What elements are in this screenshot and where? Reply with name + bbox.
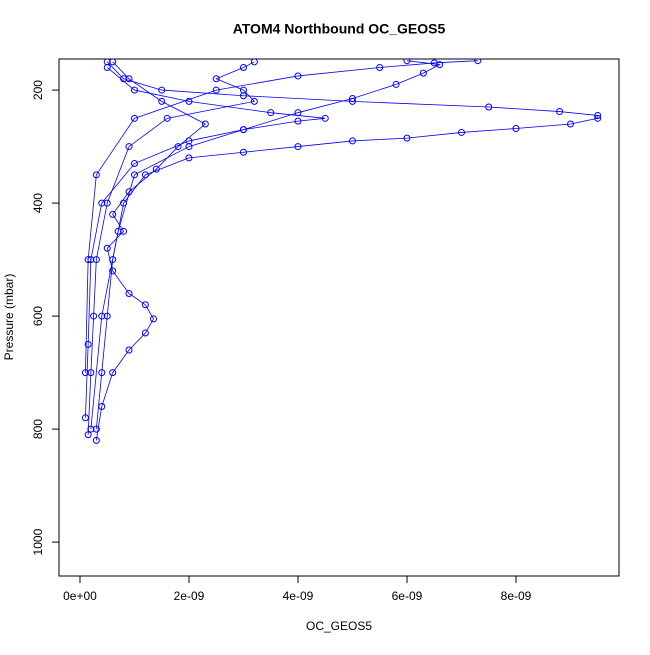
data-point <box>150 315 158 323</box>
data-point <box>81 369 89 377</box>
data-point <box>512 124 520 132</box>
data-point <box>98 312 106 320</box>
data-point <box>103 312 111 320</box>
data-point <box>158 86 166 94</box>
data-point <box>185 97 193 105</box>
y-tick-label: 200 <box>31 80 45 100</box>
data-point <box>130 160 138 168</box>
data-point <box>267 109 275 117</box>
data-point <box>566 120 574 128</box>
data-point <box>163 114 171 122</box>
data-point <box>130 114 138 122</box>
series-line <box>95 61 207 441</box>
data-point <box>250 59 258 66</box>
data-point <box>92 256 100 264</box>
data-point <box>84 256 92 264</box>
data-point <box>109 267 117 275</box>
data-point <box>125 346 133 354</box>
data-point <box>109 210 117 218</box>
data-point <box>141 329 149 337</box>
series-line <box>95 61 599 430</box>
data-point <box>103 199 111 207</box>
data-point <box>90 312 98 320</box>
data-point <box>120 227 128 235</box>
data-point <box>392 80 400 88</box>
data-point <box>250 97 258 105</box>
data-point <box>294 117 302 125</box>
data-point <box>239 86 247 94</box>
x-tick-label: 8e-09 <box>501 589 532 603</box>
data-point <box>239 126 247 134</box>
data-point <box>103 244 111 252</box>
data-point <box>92 171 100 179</box>
data-point <box>114 227 122 235</box>
data-point <box>212 86 220 94</box>
data-point <box>125 289 133 297</box>
data-point <box>474 59 482 65</box>
data-point <box>130 86 138 94</box>
data-point <box>321 114 329 122</box>
data-point <box>594 114 602 122</box>
y-tick-label: 600 <box>31 306 45 326</box>
data-point <box>87 425 95 433</box>
data-point <box>185 137 193 145</box>
data-point <box>84 340 92 348</box>
plot-frame <box>58 58 620 577</box>
plot-area <box>81 59 602 444</box>
data-point <box>430 59 438 67</box>
y-tick-label: 800 <box>31 419 45 439</box>
y-tick-label: 400 <box>31 193 45 213</box>
data-point <box>109 369 117 377</box>
series-line <box>90 60 442 430</box>
data-point <box>403 134 411 142</box>
data-point <box>152 165 160 173</box>
data-point <box>348 137 356 145</box>
data-point <box>239 148 247 156</box>
data-point <box>98 402 106 410</box>
data-point <box>92 436 100 444</box>
data-point <box>348 95 356 103</box>
series-line <box>87 61 256 435</box>
x-tick-label: 6e-09 <box>392 589 423 603</box>
data-point <box>376 63 384 71</box>
x-tick-label: 2e-09 <box>174 589 205 603</box>
data-point <box>98 199 106 207</box>
data-point <box>485 103 493 111</box>
data-point <box>239 63 247 71</box>
data-point <box>141 301 149 309</box>
data-point <box>98 369 106 377</box>
data-point <box>185 154 193 162</box>
series-line <box>85 60 478 373</box>
data-point <box>84 431 92 439</box>
data-point <box>81 414 89 422</box>
data-point <box>125 188 133 196</box>
y-tick-label: 1000 <box>31 528 45 555</box>
data-point <box>158 97 166 105</box>
series-line <box>85 67 326 418</box>
x-tick-label: 0e+00 <box>63 589 97 603</box>
data-point <box>594 112 602 120</box>
data-point <box>294 72 302 80</box>
data-point <box>212 75 220 83</box>
data-point <box>294 143 302 151</box>
data-point <box>130 171 138 179</box>
data-point <box>87 369 95 377</box>
y-axis-label: Pressure (mbar) <box>2 274 16 361</box>
x-tick-label: 4e-09 <box>283 589 314 603</box>
data-point <box>556 108 564 116</box>
data-point <box>109 59 117 66</box>
data-point <box>125 143 133 151</box>
chart-title: ATOM4 Northbound OC_GEOS5 <box>233 21 446 37</box>
data-point <box>103 63 111 71</box>
data-point <box>457 128 465 136</box>
data-point <box>125 75 133 83</box>
x-axis-label: OC_GEOS5 <box>306 619 372 633</box>
data-point <box>403 59 411 65</box>
data-point <box>201 120 209 128</box>
data-point <box>419 69 427 77</box>
data-point <box>92 425 100 433</box>
